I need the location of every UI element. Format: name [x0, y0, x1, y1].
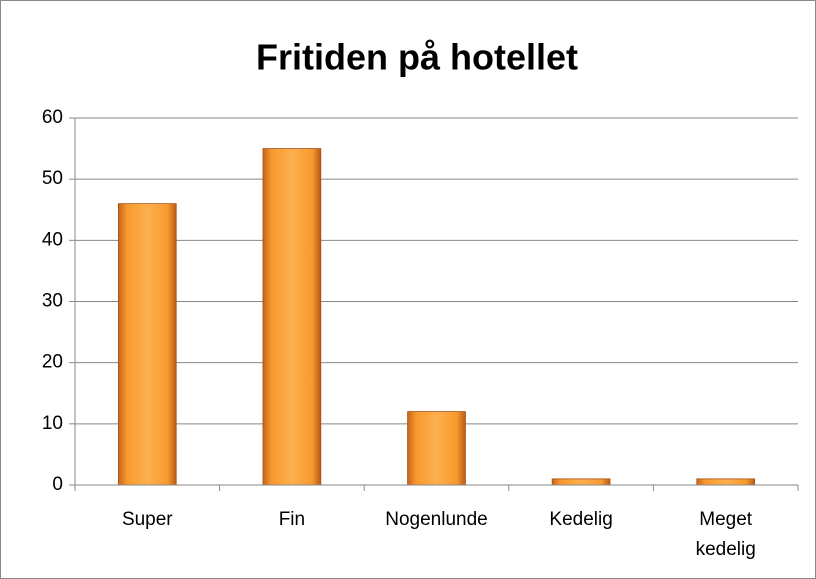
bar — [551, 478, 611, 486]
y-tick-label: 60 — [42, 107, 63, 128]
y-tick-label: 20 — [42, 352, 63, 373]
y-tick-label: 50 — [42, 168, 63, 189]
x-tick-label: Meget kedelig — [696, 509, 756, 560]
bar — [407, 411, 466, 486]
bar — [117, 203, 177, 486]
y-tick-label: 0 — [52, 474, 63, 495]
bar — [262, 148, 322, 486]
x-tick-label: Fin — [279, 509, 305, 530]
y-tick-label: 40 — [42, 229, 63, 250]
y-tick-label: 30 — [42, 291, 63, 312]
x-tick-label: Super — [122, 509, 173, 530]
bar — [696, 478, 756, 486]
chart-title: Fritiden på hotellet — [256, 37, 578, 78]
x-tick-label: Kedelig — [549, 509, 612, 530]
x-tick-label: Nogenlunde — [385, 509, 487, 530]
y-tick-label: 10 — [42, 413, 63, 434]
